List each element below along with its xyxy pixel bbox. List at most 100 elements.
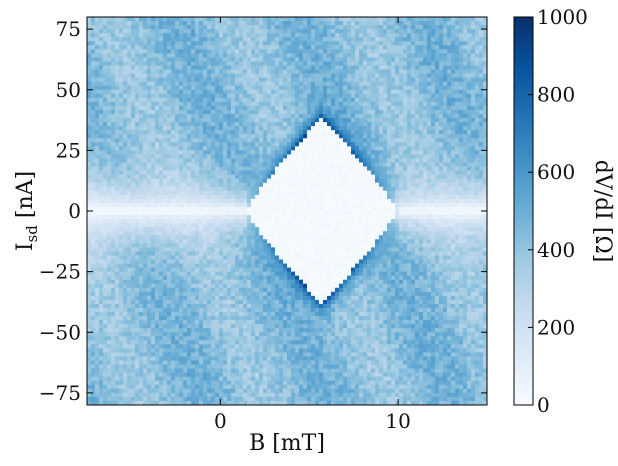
heatmap-cell bbox=[319, 174, 324, 180]
heatmap-cell bbox=[307, 33, 312, 38]
heatmap-cell bbox=[271, 138, 276, 143]
heatmap-cell bbox=[379, 49, 384, 54]
heatmap-cell bbox=[187, 73, 192, 79]
heatmap-cell bbox=[419, 69, 424, 75]
heatmap-cell bbox=[415, 45, 420, 50]
heatmap-cell bbox=[471, 85, 476, 91]
heatmap-cell bbox=[459, 37, 464, 42]
heatmap-cell bbox=[435, 202, 440, 208]
heatmap-cell bbox=[455, 118, 460, 123]
heatmap-cell bbox=[435, 101, 440, 107]
heatmap-cell bbox=[259, 182, 264, 188]
heatmap-cell bbox=[467, 142, 472, 147]
heatmap-cell bbox=[371, 126, 376, 131]
heatmap-cell bbox=[411, 49, 416, 54]
heatmap-cell bbox=[103, 174, 108, 180]
heatmap-cell bbox=[99, 29, 104, 34]
heatmap-cell bbox=[199, 57, 204, 63]
heatmap-cell bbox=[243, 134, 248, 139]
heatmap-cell bbox=[231, 134, 236, 139]
heatmap-cell bbox=[391, 101, 396, 107]
heatmap-cell bbox=[255, 186, 260, 192]
heatmap-cell bbox=[223, 49, 228, 54]
heatmap-cell bbox=[91, 130, 96, 135]
heatmap-cell bbox=[443, 21, 448, 26]
heatmap-cell bbox=[251, 25, 256, 30]
heatmap-cell bbox=[163, 118, 168, 123]
heatmap-cell bbox=[151, 166, 156, 172]
heatmap-cell bbox=[383, 166, 388, 172]
heatmap-cell bbox=[327, 17, 332, 22]
heatmap-cell bbox=[103, 29, 108, 34]
heatmap-cell bbox=[467, 49, 472, 54]
heatmap-cell bbox=[199, 158, 204, 164]
heatmap-cell bbox=[139, 206, 144, 212]
heatmap-cell bbox=[327, 53, 332, 59]
heatmap-cell bbox=[311, 37, 316, 42]
heatmap-cell bbox=[147, 198, 152, 204]
heatmap-cell bbox=[387, 73, 392, 79]
heatmap-cell bbox=[407, 85, 412, 91]
heatmap-cell bbox=[111, 130, 116, 135]
heatmap-cell bbox=[435, 65, 440, 71]
heatmap-cell bbox=[219, 138, 224, 143]
heatmap-cell bbox=[303, 93, 308, 99]
heatmap-cell bbox=[275, 194, 280, 200]
heatmap-cell bbox=[135, 142, 140, 147]
heatmap-cell bbox=[415, 29, 420, 34]
heatmap-cell bbox=[335, 41, 340, 46]
heatmap-cell bbox=[319, 126, 324, 131]
heatmap-cell bbox=[343, 77, 348, 83]
heatmap-cell bbox=[367, 198, 372, 204]
heatmap-cell bbox=[451, 73, 456, 79]
heatmap-cell bbox=[195, 17, 200, 22]
heatmap-cell bbox=[415, 194, 420, 200]
heatmap-cell bbox=[455, 190, 460, 196]
heatmap-cell bbox=[271, 45, 276, 50]
heatmap-cell bbox=[259, 29, 264, 34]
heatmap-cell bbox=[299, 211, 304, 216]
heatmap-cell bbox=[479, 61, 484, 67]
heatmap-cell bbox=[127, 17, 132, 22]
heatmap-cell bbox=[187, 105, 192, 111]
heatmap-cell bbox=[147, 154, 152, 160]
heatmap-cell bbox=[95, 73, 100, 79]
heatmap-cell bbox=[415, 25, 420, 30]
heatmap-cell bbox=[195, 57, 200, 63]
heatmap-cell bbox=[215, 118, 220, 123]
heatmap-cell bbox=[255, 206, 260, 212]
heatmap-cell bbox=[107, 73, 112, 79]
heatmap-cell bbox=[355, 109, 360, 115]
heatmap-cell bbox=[275, 114, 280, 119]
heatmap-cell bbox=[203, 142, 208, 147]
heatmap-cell bbox=[379, 109, 384, 115]
heatmap-cell bbox=[211, 69, 216, 75]
heatmap-cell bbox=[187, 101, 192, 107]
heatmap-cell bbox=[223, 65, 228, 71]
heatmap-cell bbox=[399, 65, 404, 71]
heatmap-cell bbox=[115, 154, 120, 160]
heatmap-cell bbox=[463, 25, 468, 30]
heatmap-cell bbox=[447, 146, 452, 151]
heatmap-cell bbox=[91, 150, 96, 156]
heatmap-cell bbox=[355, 114, 360, 119]
heatmap-cell bbox=[411, 65, 416, 71]
heatmap-cell bbox=[175, 166, 180, 172]
heatmap-cell bbox=[167, 25, 172, 30]
heatmap-cell bbox=[219, 89, 224, 95]
heatmap-cell bbox=[295, 53, 300, 59]
heatmap-cell bbox=[235, 126, 240, 131]
heatmap-cell bbox=[463, 126, 468, 131]
heatmap-cell bbox=[227, 73, 232, 79]
heatmap-cell bbox=[279, 85, 284, 91]
heatmap-cell bbox=[171, 194, 176, 200]
heatmap-cell bbox=[199, 170, 204, 176]
heatmap-cell bbox=[147, 21, 152, 26]
heatmap-cell bbox=[199, 89, 204, 95]
heatmap-cell bbox=[231, 118, 236, 123]
heatmap-cell bbox=[475, 134, 480, 139]
heatmap-cell bbox=[135, 146, 140, 151]
heatmap-cell bbox=[315, 81, 320, 87]
heatmap-cell bbox=[359, 65, 364, 71]
heatmap-cell bbox=[175, 142, 180, 147]
